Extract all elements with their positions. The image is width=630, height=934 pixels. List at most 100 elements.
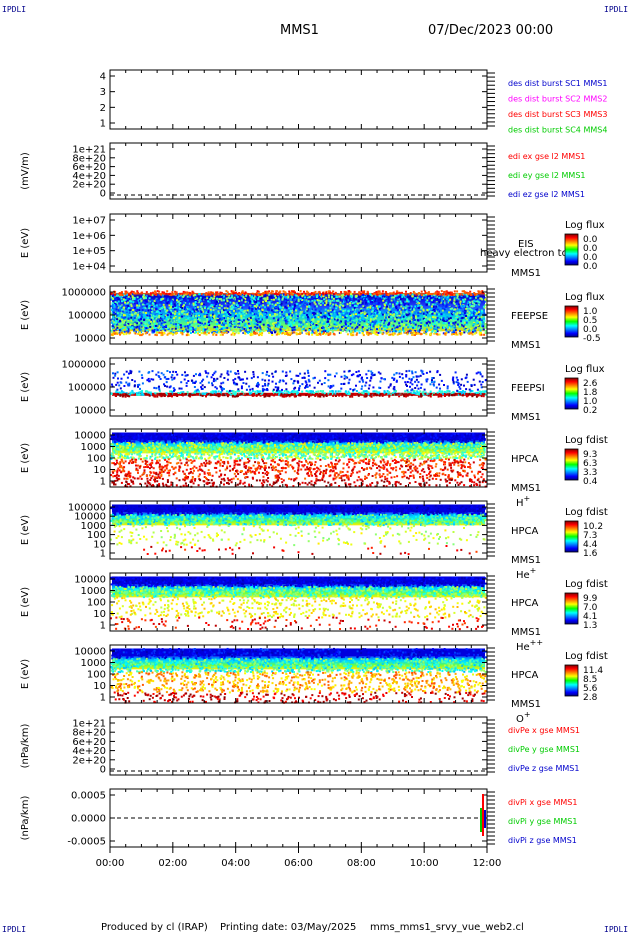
speckle [350, 318, 352, 320]
speckle [262, 304, 264, 306]
speckle [240, 321, 242, 323]
speckle [284, 327, 286, 329]
speckle [465, 315, 467, 317]
speckle [138, 309, 140, 311]
speckle [455, 329, 457, 331]
speckle [424, 319, 426, 321]
speckle [204, 323, 206, 325]
speckle [432, 324, 434, 326]
speckle [175, 311, 177, 313]
speckle [474, 320, 476, 322]
speckle [296, 303, 298, 305]
speckle [407, 294, 409, 296]
speckle [206, 316, 208, 318]
y-tick-label: 0 [100, 189, 106, 200]
speckle [243, 328, 245, 330]
speckle [415, 324, 417, 326]
colorbar [565, 234, 578, 265]
speckle [467, 310, 469, 312]
figure: IPDLI IPDLI MMS1 07/Dec/2023 00:00 4321d… [0, 0, 630, 934]
speckle [481, 319, 483, 321]
speckle [432, 320, 434, 322]
speckle [373, 318, 375, 320]
speckle [187, 299, 189, 301]
speckle [191, 318, 193, 320]
speckle [167, 314, 169, 316]
speckle [395, 311, 397, 313]
speckle [358, 330, 360, 332]
speckle [362, 305, 364, 307]
speckle [288, 322, 290, 324]
speckle [407, 304, 409, 306]
speckle [434, 330, 436, 332]
speckle [347, 308, 349, 310]
speckle [294, 326, 296, 328]
speckle [354, 305, 356, 307]
speckle [327, 308, 329, 310]
speckle [163, 304, 165, 306]
speckle [391, 297, 393, 299]
speckle [354, 311, 356, 313]
speckle [214, 326, 216, 328]
speckle [133, 315, 135, 317]
corner-label-top-left: IPDLI [2, 5, 26, 14]
speckle [442, 305, 444, 307]
speckle [403, 304, 405, 306]
speckle [472, 302, 474, 304]
speckle [276, 314, 278, 316]
speckle [216, 301, 218, 303]
speckle [375, 317, 377, 319]
speckle [403, 316, 405, 318]
speckle [277, 319, 279, 321]
speckle [200, 306, 202, 308]
speckle [433, 306, 435, 308]
speckle [288, 307, 290, 309]
speckle [138, 305, 140, 307]
speckle [285, 297, 287, 299]
speckle [263, 324, 265, 326]
speckle [384, 310, 386, 312]
speckle [328, 296, 330, 298]
speckle [306, 303, 308, 305]
speckle [463, 301, 465, 303]
speckle [257, 319, 259, 321]
speckle [115, 298, 117, 300]
speckle [395, 306, 397, 308]
speckle [477, 295, 479, 297]
overlay-label: heavy electron to [480, 248, 568, 259]
speckle [398, 319, 400, 321]
speckle [332, 331, 334, 333]
speckle [414, 326, 416, 328]
speckle [319, 331, 321, 333]
speckle [143, 319, 145, 321]
speckle [483, 318, 485, 320]
legend-entry: des dist burst SC4 MMS4 [508, 126, 607, 135]
y-tick-label: 1e+04 [72, 262, 106, 273]
speckle [161, 318, 163, 320]
speckle [225, 320, 227, 322]
speckle [462, 311, 464, 313]
speckle [426, 322, 428, 324]
speckle [363, 320, 365, 322]
speckle [117, 312, 119, 314]
speckle [441, 298, 443, 300]
speckle [224, 311, 226, 313]
speckle [305, 326, 307, 328]
speckle [143, 325, 145, 327]
speckle [393, 307, 395, 309]
speckle [451, 302, 453, 304]
speckle [289, 329, 291, 331]
speckle [221, 305, 223, 307]
speckle [216, 307, 218, 309]
speckle [433, 300, 435, 302]
speckle [197, 306, 199, 308]
speckle [274, 315, 276, 317]
legend-entry: des dist burst SC3 MMS3 [508, 110, 607, 119]
speckle [485, 323, 487, 325]
speckle [262, 309, 264, 311]
speckle [435, 306, 437, 308]
speckle [271, 332, 273, 334]
speckle [273, 299, 275, 301]
